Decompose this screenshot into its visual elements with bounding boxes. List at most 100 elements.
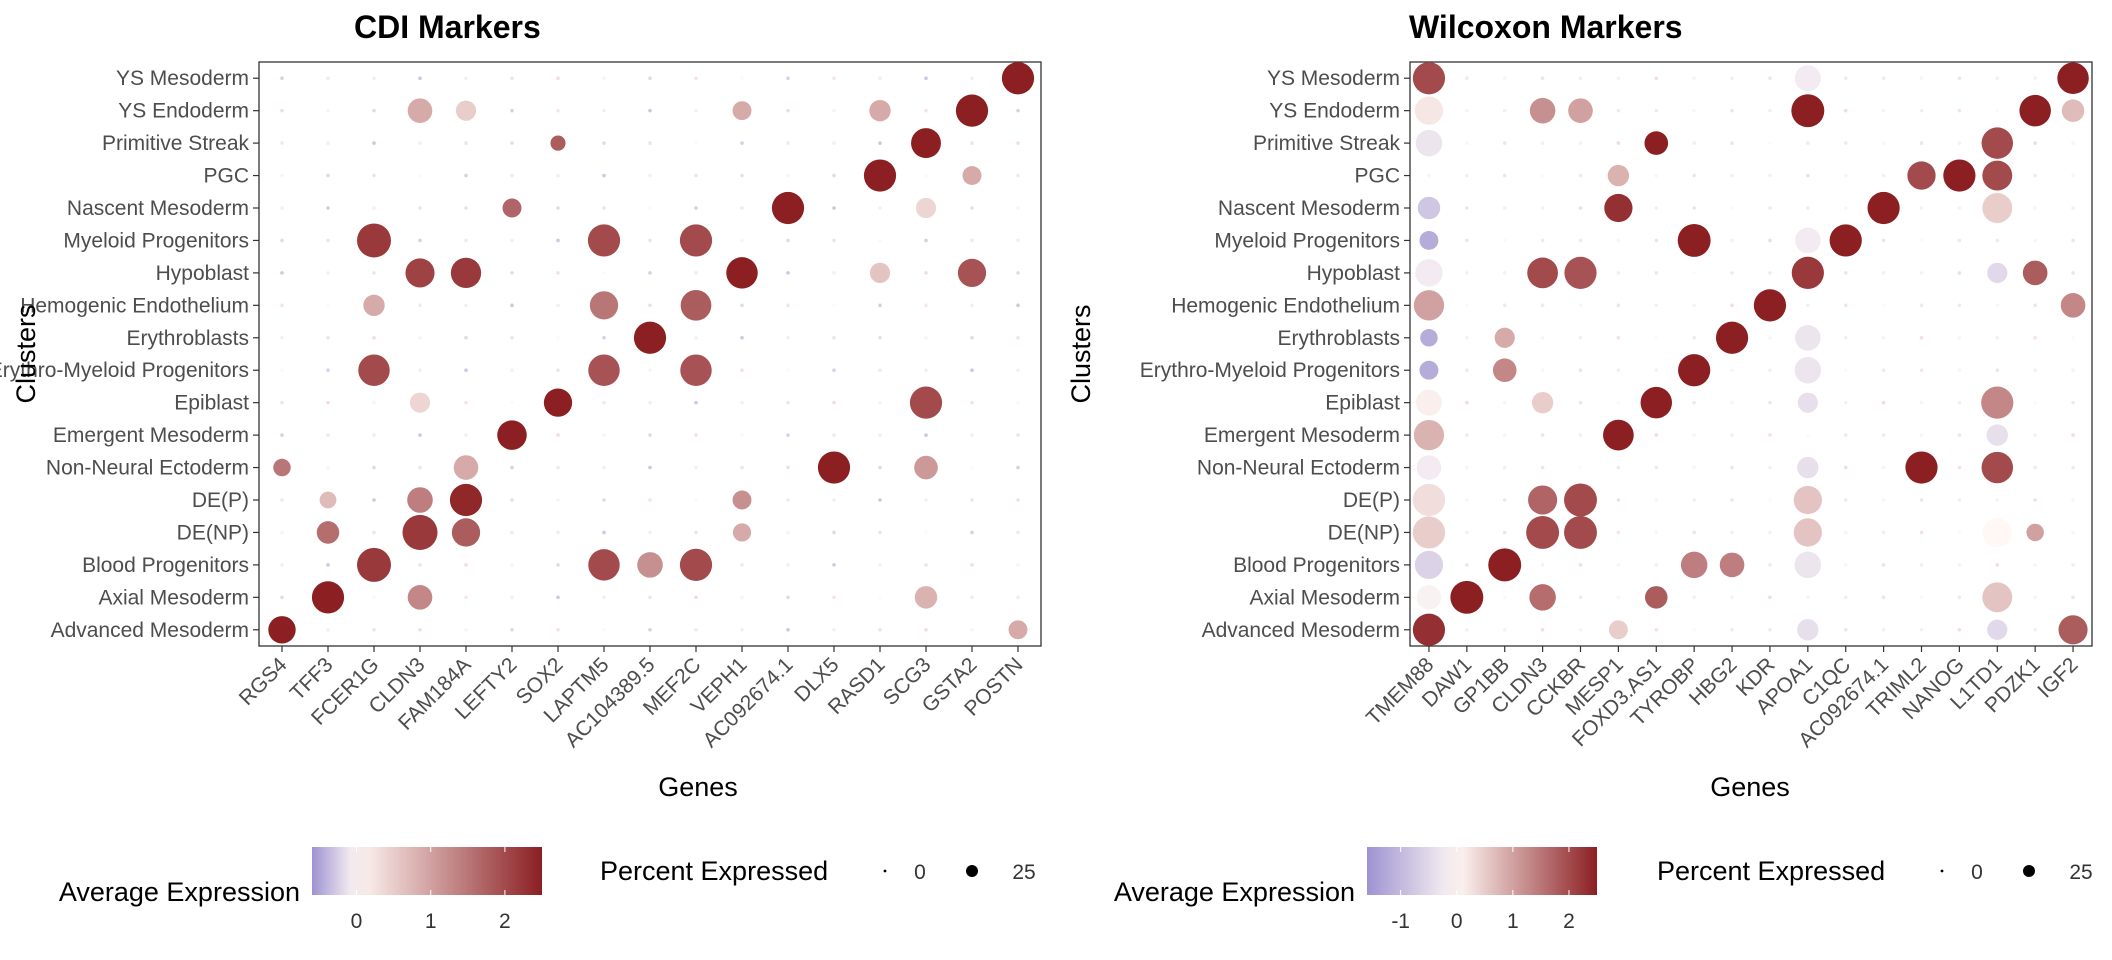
dot-postn-myeloid-progenitors	[1016, 238, 1020, 243]
dot-gsta2-erythro-myeloid-progenitors	[970, 368, 974, 373]
dot-l1td1-myeloid-progenitors	[1995, 238, 2000, 243]
dot-sox2-hypoblast	[556, 271, 560, 275]
color-legend-bar	[312, 847, 542, 895]
dot-kdr-non-neural-ectoderm	[1768, 465, 1772, 470]
dot-kdr-emergent-mesoderm	[1768, 433, 1772, 437]
dot-igf2-de-np	[2071, 530, 2075, 535]
dot-laptm5-epiblast	[602, 400, 606, 405]
dot-ac092674-1-advanced-mesoderm	[1881, 627, 1886, 632]
dot-ac092674-1-blood-progenitors	[1881, 563, 1886, 567]
dot-kdr-axial-mesoderm	[1768, 595, 1772, 600]
dot-tyrobp-ys-endoderm	[1692, 108, 1696, 113]
dot-veph1-hypoblast	[726, 257, 758, 289]
dot-cldn3-epiblast	[1531, 391, 1554, 414]
dot-triml2-axial-mesoderm	[1919, 595, 1924, 600]
dot-kdr-pgc	[1768, 173, 1772, 178]
dot-c1qc-non-neural-ectoderm	[1843, 465, 1848, 470]
dot-l1td1-pgc	[1982, 160, 2013, 191]
dot-gsta2-erythroblasts	[970, 335, 974, 340]
dot-fcer1g-primitive-streak	[372, 141, 376, 145]
dot-rasd1-de-p	[878, 498, 882, 502]
dot-foxd3-as1-epiblast	[1640, 386, 1673, 419]
dot-ac092674-1-emergent-mesoderm	[1881, 433, 1886, 437]
dot-dlx5-erythroblasts	[832, 335, 836, 340]
dot-apoa1-hemogenic-endothelium	[1806, 303, 1810, 308]
ytick-label: YS Endoderm	[118, 100, 249, 123]
ytick-label: Blood Progenitors	[1233, 554, 1400, 577]
dot-hbg2-de-np	[1730, 530, 1734, 535]
dot-igf2-epiblast	[2071, 400, 2075, 405]
ytick-label: Advanced Mesoderm	[1202, 619, 1400, 642]
plot-border	[1409, 61, 2093, 647]
dot-fam184a-nascent-mesoderm	[464, 206, 468, 210]
dot-rasd1-erythroblasts	[878, 335, 882, 340]
dot-sox2-primitive-streak	[550, 135, 566, 151]
dot-ac104389-5-emergent-mesoderm	[648, 433, 652, 437]
dot-foxd3-as1-de-p	[1654, 498, 1659, 502]
dot-laptm5-nascent-mesoderm	[602, 206, 606, 210]
dot-dlx5-ys-endoderm	[832, 108, 836, 113]
dot-l1td1-ys-mesoderm	[1995, 76, 2000, 81]
dot-sox2-de-p	[556, 498, 560, 502]
dot-tmem88-erythroblasts	[1420, 329, 1438, 347]
dot-c1qc-primitive-streak	[1843, 141, 1848, 145]
x-axis-title: Genes	[658, 772, 738, 802]
dot-apoa1-blood-progenitors	[1794, 551, 1822, 579]
dot-dlx5-emergent-mesoderm	[832, 433, 836, 437]
dot-rasd1-epiblast	[878, 400, 882, 405]
dot-hbg2-epiblast	[1730, 400, 1734, 405]
dot-tyrobp-myeloid-progenitors	[1677, 223, 1711, 257]
ytick-label: Nascent Mesoderm	[67, 197, 249, 220]
dot-cldn3-ys-mesoderm	[1540, 76, 1545, 81]
dot-hbg2-nascent-mesoderm	[1730, 206, 1734, 210]
dot-cldn3-nascent-mesoderm	[418, 206, 422, 210]
size-legend-label: 0	[914, 861, 926, 884]
dot-foxd3-as1-primitive-streak	[1644, 131, 1669, 155]
dot-postn-primitive-streak	[1016, 141, 1020, 145]
dot-gp1bb-pgc	[1502, 173, 1507, 178]
dot-cckbr-erythro-myeloid-progenitors	[1578, 368, 1583, 373]
dot-ac092674-1-non-neural-ectoderm	[786, 465, 790, 470]
dot-foxd3-as1-advanced-mesoderm	[1654, 627, 1659, 632]
dot-rgs4-advanced-mesoderm	[268, 616, 296, 644]
dot-kdr-hemogenic-endothelium	[1753, 289, 1787, 322]
dot-hbg2-axial-mesoderm	[1730, 595, 1734, 600]
dot-veph1-erythroblasts	[740, 335, 744, 340]
dot-fam184a-ys-mesoderm	[464, 76, 468, 81]
dot-postn-de-np	[1016, 530, 1020, 535]
dot-rgs4-pgc	[280, 173, 284, 178]
dot-laptm5-erythro-myeloid-progenitors	[588, 354, 620, 386]
dot-ac104389-5-nascent-mesoderm	[648, 206, 652, 210]
size-legend-title: Percent Expressed	[600, 856, 828, 886]
dot-tff3-blood-progenitors	[326, 563, 330, 567]
dot-rasd1-erythro-myeloid-progenitors	[878, 368, 882, 373]
dot-daw1-de-p	[1465, 498, 1469, 502]
dot-cckbr-hypoblast	[1564, 256, 1597, 289]
dot-triml2-pgc	[1907, 161, 1936, 190]
dot-tff3-epiblast	[326, 400, 330, 405]
dot-apoa1-nascent-mesoderm	[1806, 206, 1810, 210]
dot-triml2-non-neural-ectoderm	[1905, 451, 1938, 484]
ytick-label: Axial Mesoderm	[98, 586, 249, 609]
color-legend-label: 2	[1563, 910, 1575, 933]
dot-igf2-ys-endoderm	[2061, 99, 2085, 122]
dot-cldn3-erythro-myeloid-progenitors	[418, 368, 422, 373]
dot-kdr-erythroblasts	[1768, 335, 1772, 340]
dot-ac092674-1-pgc	[786, 173, 790, 178]
dot-kdr-de-p	[1768, 498, 1772, 502]
ytick-label: Epiblast	[174, 392, 249, 415]
dot-tyrobp-de-np	[1692, 530, 1696, 535]
dot-laptm5-pgc	[602, 173, 606, 178]
dot-pdzk1-erythroblasts	[2033, 335, 2037, 340]
dot-dlx5-pgc	[832, 173, 836, 178]
dot-pdzk1-ys-endoderm	[2019, 94, 2051, 127]
dot-fam184a-de-np	[451, 518, 481, 547]
dot-tff3-pgc	[326, 173, 330, 178]
dot-tmem88-de-p	[1412, 483, 1446, 517]
dot-postn-ys-mesoderm	[1001, 62, 1035, 95]
dot-hbg2-hypoblast	[1730, 271, 1734, 275]
dot-tyrobp-epiblast	[1692, 400, 1696, 405]
dot-tff3-erythro-myeloid-progenitors	[326, 368, 330, 373]
dot-igf2-axial-mesoderm	[2071, 595, 2075, 600]
dot-cldn3-ys-mesoderm	[418, 76, 422, 81]
